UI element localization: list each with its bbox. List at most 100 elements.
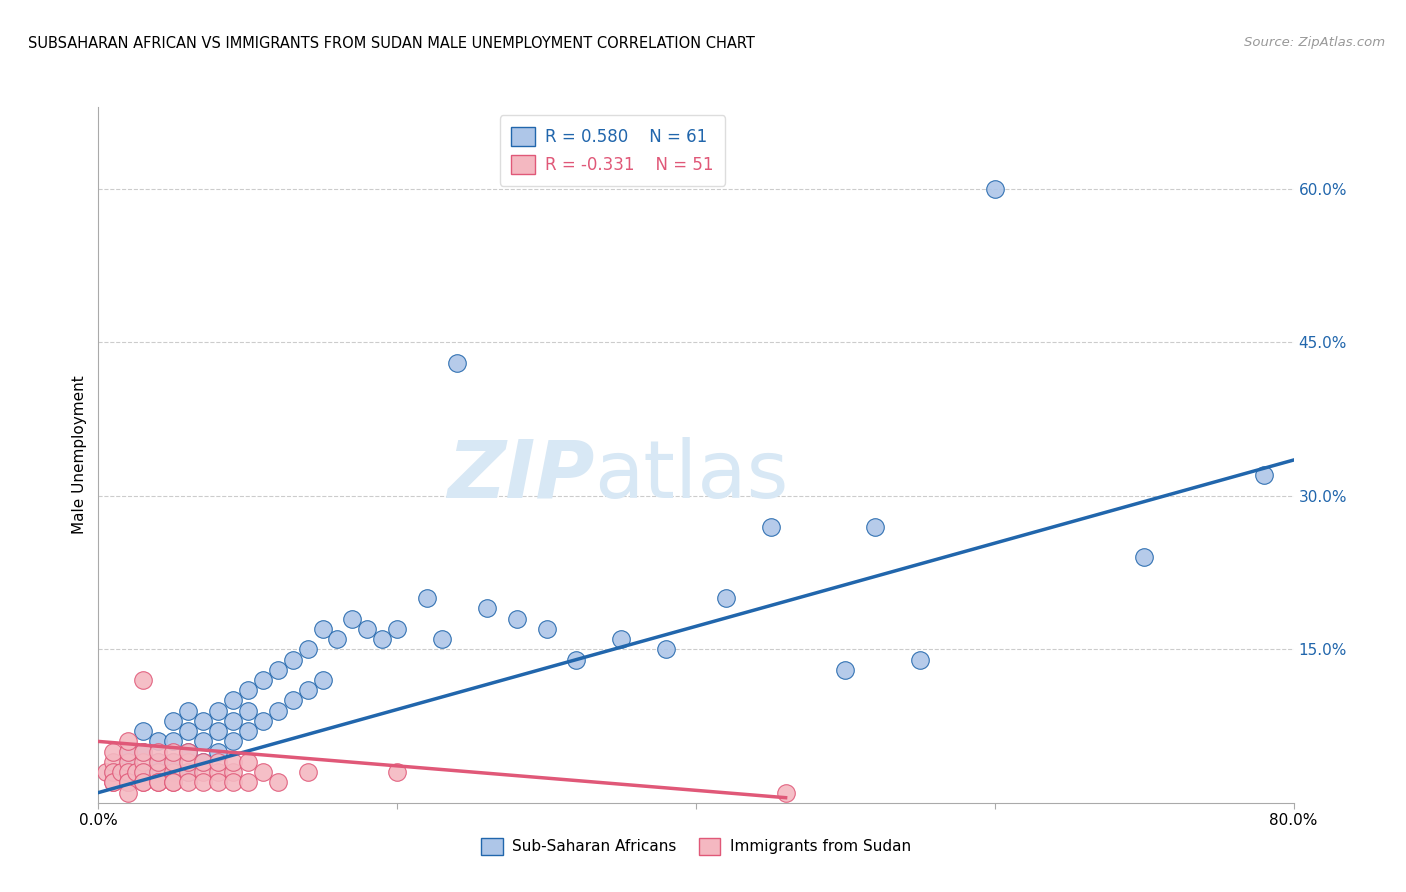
Point	[297, 765, 319, 780]
Point	[94, 765, 117, 780]
Point	[207, 755, 229, 769]
Point	[267, 775, 290, 789]
Point	[207, 745, 229, 759]
Point	[132, 775, 155, 789]
Point	[117, 775, 139, 789]
Point	[207, 765, 229, 780]
Point	[834, 663, 856, 677]
Point	[132, 765, 155, 780]
Point	[162, 755, 184, 769]
Point	[191, 765, 214, 780]
Point	[191, 734, 214, 748]
Point	[222, 714, 245, 728]
Point	[297, 642, 319, 657]
Point	[132, 724, 155, 739]
Point	[177, 724, 200, 739]
Point	[117, 745, 139, 759]
Legend: Sub-Saharan Africans, Immigrants from Sudan: Sub-Saharan Africans, Immigrants from Su…	[475, 831, 917, 862]
Point	[177, 775, 200, 789]
Point	[281, 652, 304, 666]
Point	[385, 765, 409, 780]
Point	[207, 704, 229, 718]
Point	[267, 704, 290, 718]
Text: SUBSAHARAN AFRICAN VS IMMIGRANTS FROM SUDAN MALE UNEMPLOYMENT CORRELATION CHART: SUBSAHARAN AFRICAN VS IMMIGRANTS FROM SU…	[28, 36, 755, 51]
Point	[371, 632, 394, 646]
Point	[236, 704, 259, 718]
Point	[148, 765, 170, 780]
Point	[103, 765, 125, 780]
Point	[236, 683, 259, 698]
Point	[117, 755, 139, 769]
Point	[125, 765, 148, 780]
Point	[759, 519, 782, 533]
Point	[1253, 468, 1275, 483]
Point	[117, 755, 139, 769]
Point	[222, 734, 245, 748]
Point	[132, 775, 155, 789]
Point	[177, 745, 200, 759]
Point	[610, 632, 633, 646]
Y-axis label: Male Unemployment: Male Unemployment	[72, 376, 87, 534]
Point	[117, 745, 139, 759]
Point	[132, 765, 155, 780]
Point	[191, 755, 214, 769]
Point	[177, 765, 200, 780]
Point	[103, 745, 125, 759]
Point	[177, 745, 200, 759]
Point	[148, 775, 170, 789]
Point	[162, 775, 184, 789]
Point	[148, 755, 170, 769]
Point	[207, 724, 229, 739]
Point	[148, 775, 170, 789]
Point	[655, 642, 678, 657]
Point	[252, 673, 274, 687]
Point	[430, 632, 453, 646]
Point	[281, 693, 304, 707]
Point	[103, 775, 125, 789]
Point	[191, 775, 214, 789]
Point	[236, 775, 259, 789]
Point	[311, 622, 333, 636]
Point	[385, 622, 409, 636]
Point	[177, 704, 200, 718]
Point	[191, 755, 214, 769]
Point	[1133, 550, 1156, 565]
Point	[148, 765, 170, 780]
Point	[252, 765, 274, 780]
Point	[775, 786, 797, 800]
Point	[132, 745, 155, 759]
Point	[103, 765, 125, 780]
Text: Source: ZipAtlas.com: Source: ZipAtlas.com	[1244, 36, 1385, 49]
Point	[177, 765, 200, 780]
Point	[297, 683, 319, 698]
Point	[342, 612, 364, 626]
Point	[117, 775, 139, 789]
Point	[162, 765, 184, 780]
Point	[236, 724, 259, 739]
Point	[326, 632, 349, 646]
Point	[162, 755, 184, 769]
Point	[416, 591, 439, 606]
Point	[103, 775, 125, 789]
Point	[865, 519, 887, 533]
Point	[506, 612, 529, 626]
Point	[148, 755, 170, 769]
Point	[714, 591, 737, 606]
Point	[177, 755, 200, 769]
Point	[162, 734, 184, 748]
Point	[222, 693, 245, 707]
Point	[984, 182, 1007, 196]
Point	[110, 765, 132, 780]
Point	[536, 622, 558, 636]
Point	[148, 745, 170, 759]
Point	[191, 714, 214, 728]
Point	[236, 755, 259, 769]
Point	[222, 755, 245, 769]
Point	[252, 714, 274, 728]
Text: atlas: atlas	[595, 437, 789, 515]
Point	[117, 734, 139, 748]
Point	[222, 765, 245, 780]
Point	[103, 755, 125, 769]
Point	[132, 755, 155, 769]
Point	[222, 775, 245, 789]
